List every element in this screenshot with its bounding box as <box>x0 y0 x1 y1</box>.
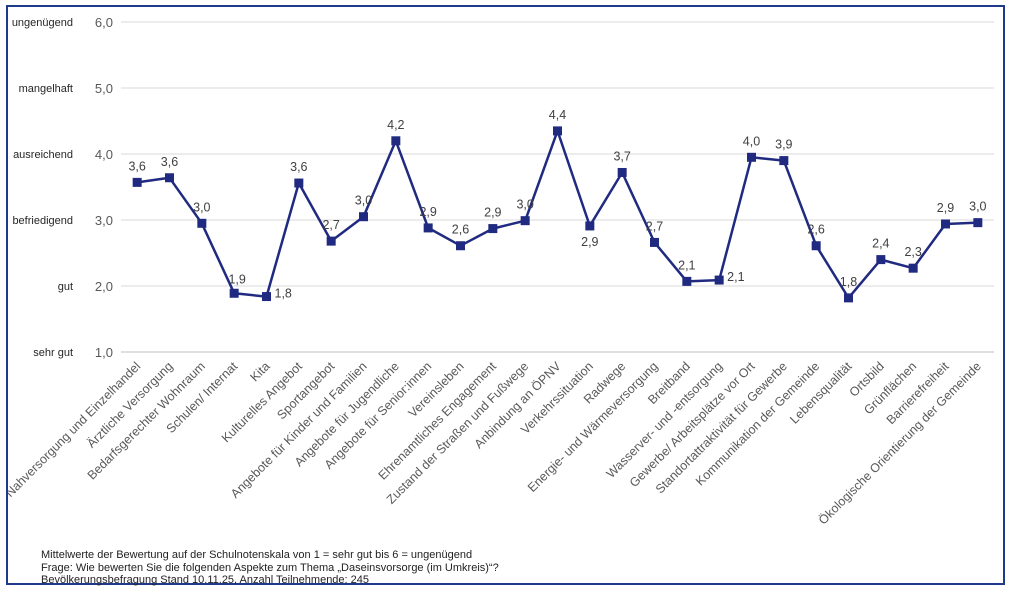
data-point <box>359 212 368 222</box>
note-question: Frage: Wie bewerten Sie die folgenden As… <box>41 561 499 574</box>
y-tick-label: 2,0 <box>95 279 113 294</box>
data-label: 4,4 <box>549 108 566 122</box>
data-point <box>488 224 498 234</box>
data-label: 2,9 <box>937 201 954 215</box>
data-point <box>132 177 142 187</box>
chart-notes: Mittelwerte der Bewertung auf der Schuln… <box>41 549 499 587</box>
data-point <box>617 167 627 177</box>
data-point <box>876 255 886 265</box>
data-point <box>747 152 756 162</box>
data-label: 2,6 <box>807 223 824 237</box>
data-label: 2,3 <box>904 245 921 259</box>
data-point <box>811 241 821 251</box>
y-tick-label: 3,0 <box>95 213 113 228</box>
y-tick-label: 6,0 <box>95 15 113 30</box>
data-point <box>844 293 853 303</box>
data-point <box>423 223 433 233</box>
y-grade-label: gut <box>58 281 73 293</box>
data-point <box>941 219 950 229</box>
y-grade-label: mangelhaft <box>19 83 73 95</box>
data-label: 3,9 <box>775 138 792 152</box>
data-point <box>908 263 918 273</box>
data-point <box>229 288 239 298</box>
data-label: 3,0 <box>355 194 372 208</box>
data-label: 2,4 <box>872 237 889 251</box>
data-point <box>391 136 401 146</box>
y-tick-label: 5,0 <box>95 81 113 96</box>
data-point <box>553 126 562 136</box>
y-tick-label: 1,0 <box>95 345 113 360</box>
data-point <box>714 275 724 285</box>
data-label: 4,2 <box>387 118 404 132</box>
line-chart: 1,0 sehr gut 2,0 gut 3,0 befriedigend 4,0 ausre… <box>8 15 994 527</box>
data-label: 3,7 <box>613 149 630 163</box>
x-tick-label: Angebote für Kinder und Familien <box>228 359 370 501</box>
data-point <box>262 292 271 302</box>
data-label: 2,9 <box>419 205 436 219</box>
data-point <box>294 178 304 188</box>
chart-frame: 1,0 sehr gut 2,0 gut 3,0 befriedigend 4,0 ausre… <box>6 5 1005 587</box>
data-label: 1,9 <box>228 272 245 286</box>
x-tick-label: Kita <box>247 359 272 384</box>
data-point <box>197 218 207 228</box>
data-point <box>682 276 692 286</box>
y-grade-label: sehr gut <box>33 347 73 359</box>
data-point <box>585 221 595 231</box>
data-point <box>165 173 174 183</box>
data-label: 3,0 <box>969 200 986 214</box>
data-label: 4,0 <box>743 134 760 148</box>
y-tick-label: 4,0 <box>95 147 113 162</box>
data-label: 2,1 <box>678 258 695 272</box>
data-label: 2,9 <box>484 206 501 220</box>
y-grade-label: ausreichend <box>13 149 73 161</box>
note-survey: Bevölkerungsbefragung Stand 10.11.25, An… <box>41 574 370 586</box>
data-label: 3,0 <box>193 200 210 214</box>
data-label: 3,6 <box>161 155 178 169</box>
note-scale: Mittelwerte der Bewertung auf der Schuln… <box>41 549 473 561</box>
data-point <box>456 241 465 251</box>
y-grade-label: befriedigend <box>12 215 73 227</box>
data-label: 3,6 <box>128 159 145 173</box>
data-label: 2,9 <box>581 235 598 249</box>
data-label: 1,8 <box>840 275 857 289</box>
data-point <box>779 156 789 166</box>
data-label: 2,7 <box>322 218 339 232</box>
data-label: 2,1 <box>727 270 744 284</box>
x-tick-label: Nahversorgung und Einzelhandel <box>8 359 143 500</box>
data-point <box>973 218 983 228</box>
y-grade-label: ungenügend <box>12 17 73 29</box>
data-label: 1,8 <box>275 287 292 301</box>
data-label: 2,6 <box>452 223 469 237</box>
data-label: 3,6 <box>290 160 307 174</box>
data-point <box>650 237 659 247</box>
data-point <box>520 216 530 226</box>
data-label: 2,7 <box>646 219 663 233</box>
data-label: 3,0 <box>516 198 533 212</box>
data-point <box>326 236 336 246</box>
series-line <box>137 129 978 300</box>
